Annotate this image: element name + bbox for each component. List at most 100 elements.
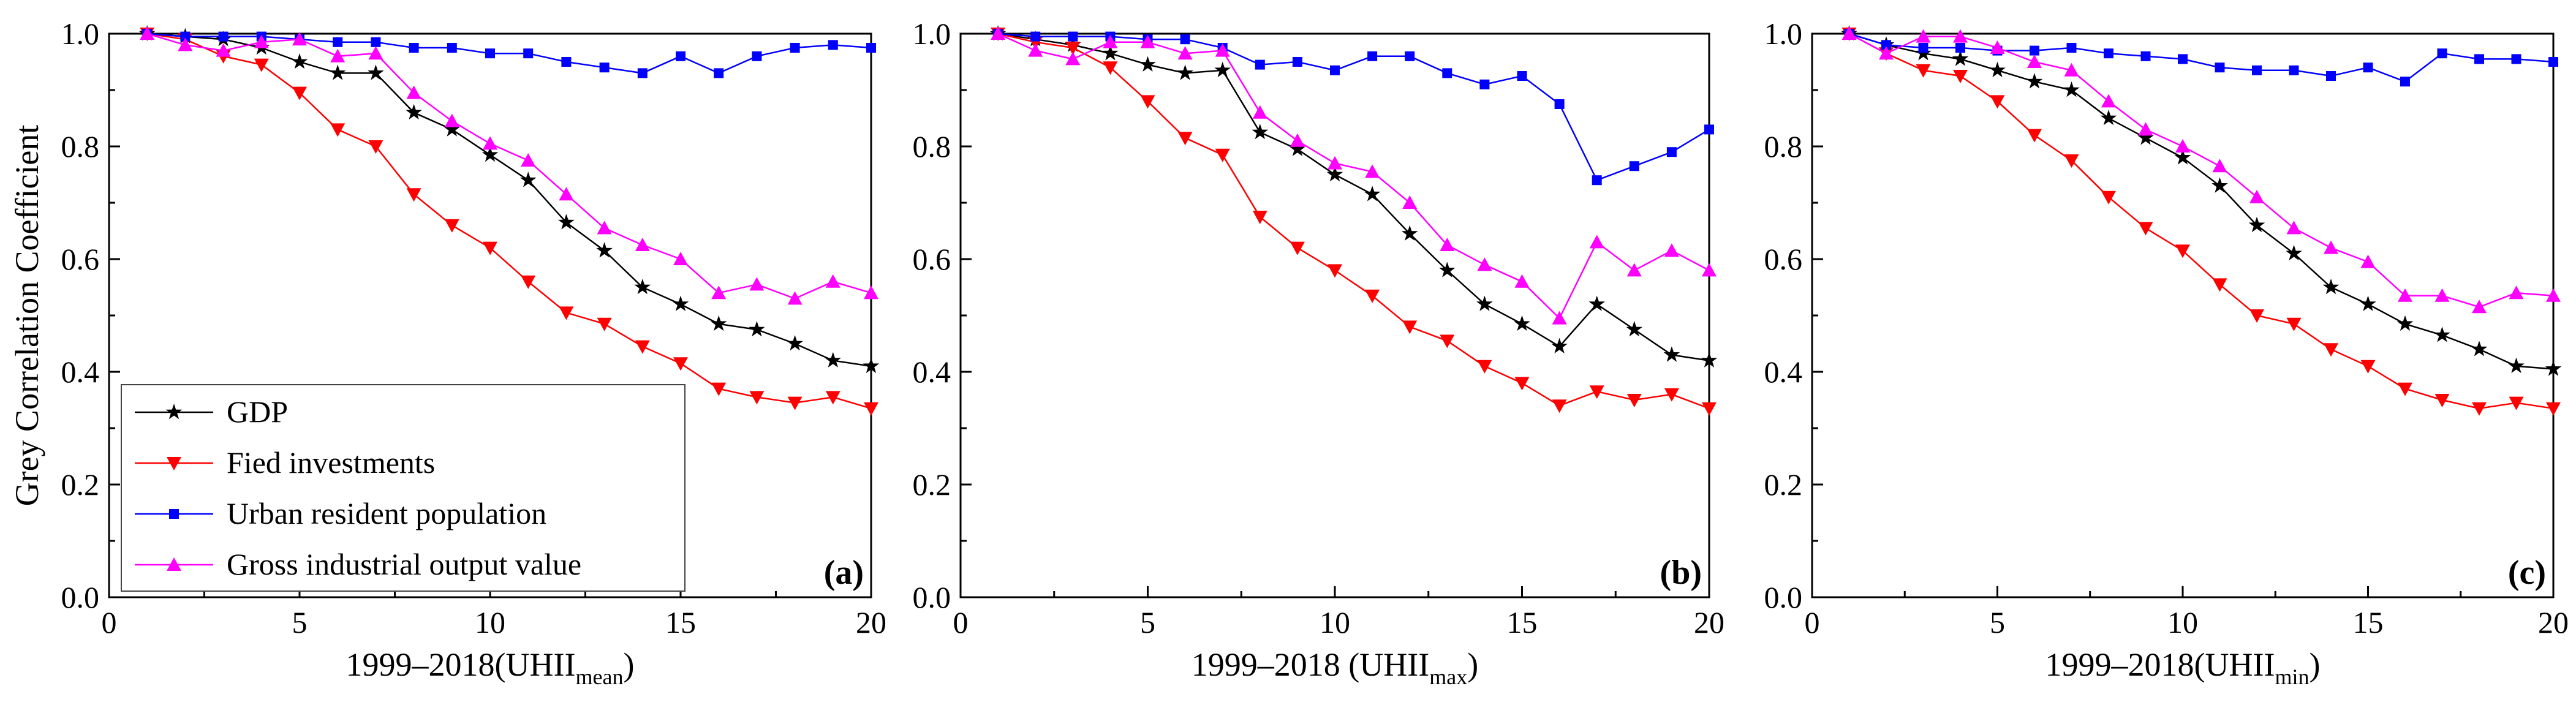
data-point — [1364, 186, 1381, 202]
data-point — [1588, 295, 1605, 311]
data-point — [2511, 54, 2521, 64]
data-point — [1953, 70, 1968, 83]
data-point — [1065, 42, 1081, 55]
data-point — [1028, 43, 1043, 57]
data-point — [1365, 289, 1380, 303]
data-point — [1702, 263, 1717, 277]
data-point — [2212, 159, 2227, 173]
x-tick-label: 15 — [665, 605, 696, 639]
series-line — [1849, 32, 2554, 370]
data-point — [2249, 309, 2264, 323]
data-point — [1990, 40, 2005, 54]
x-axis-title: 1999–2018 (UHIImax) — [1192, 646, 1478, 689]
data-point — [749, 391, 765, 405]
data-point — [2212, 278, 2227, 292]
y-tick-label: 0.8 — [913, 129, 951, 164]
data-point — [1990, 95, 2005, 109]
data-point — [409, 43, 419, 53]
data-point — [406, 188, 421, 202]
y-tick-label: 0.8 — [61, 129, 100, 164]
data-point — [444, 121, 461, 137]
data-point — [635, 340, 650, 354]
data-point — [634, 279, 651, 295]
data-point — [519, 172, 537, 187]
data-point — [1551, 338, 1568, 353]
data-point — [1290, 133, 1305, 147]
data-point — [2104, 48, 2113, 59]
data-point — [329, 64, 346, 80]
data-point — [1367, 51, 1378, 61]
y-tick-label: 0.2 — [1764, 467, 1803, 502]
y-tick-label: 0.8 — [1764, 129, 1803, 164]
data-point — [483, 136, 497, 150]
data-point — [2212, 177, 2228, 193]
data-point — [672, 295, 689, 311]
data-point — [2175, 139, 2190, 153]
x-tick-label: 20 — [2538, 605, 2569, 639]
data-point — [828, 40, 838, 50]
data-point — [2471, 341, 2488, 356]
x-tick-label: 0 — [1805, 605, 1820, 639]
series-line — [997, 32, 1710, 361]
data-point — [1139, 56, 1156, 72]
x-tick-label: 10 — [475, 605, 505, 639]
y-tick-label: 0.2 — [913, 467, 951, 502]
data-point — [711, 382, 727, 396]
series-line — [998, 32, 1710, 181]
data-point — [1292, 57, 1302, 67]
data-point — [790, 43, 800, 53]
data-point — [1215, 43, 1230, 57]
data-point — [2027, 55, 2042, 68]
y-tick-label: 0.4 — [913, 355, 951, 389]
data-point — [599, 62, 610, 73]
data-point — [2101, 94, 2116, 108]
data-point — [2360, 295, 2376, 311]
data-point — [368, 46, 383, 60]
legend-label: GDP — [227, 394, 288, 429]
data-point — [1252, 105, 1267, 119]
data-point — [2324, 240, 2338, 254]
legend-box — [121, 384, 686, 592]
data-point — [2472, 300, 2487, 314]
data-point — [864, 402, 878, 416]
data-point — [597, 317, 612, 331]
data-point — [292, 86, 307, 100]
data-point — [1664, 388, 1679, 402]
series-fied-investments — [1841, 28, 2561, 416]
data-point — [291, 53, 308, 69]
data-point — [1517, 71, 1527, 81]
data-point — [2252, 65, 2262, 75]
series-line — [147, 32, 872, 74]
data-point — [2474, 54, 2484, 64]
data-point — [1365, 164, 1380, 178]
y-tick-label: 0.6 — [1764, 242, 1803, 276]
y-tick-label: 1.0 — [1764, 17, 1803, 51]
data-point — [1701, 352, 1718, 368]
data-point — [2437, 48, 2447, 59]
data-point — [2363, 62, 2373, 73]
data-point — [787, 291, 803, 305]
data-point — [2545, 360, 2562, 376]
data-point — [825, 352, 842, 368]
y-tick-label: 0.6 — [61, 242, 100, 276]
legend-label: Gross industrial output value — [227, 547, 581, 581]
data-point — [180, 31, 191, 42]
data-point — [1879, 46, 1894, 60]
data-point — [2322, 279, 2340, 295]
data-point — [1177, 46, 1193, 60]
plot-frame — [959, 32, 1710, 598]
data-point — [2178, 54, 2188, 64]
data-point — [2026, 73, 2043, 89]
data-point — [1629, 161, 1639, 172]
data-point — [2400, 77, 2410, 87]
data-point — [1664, 243, 1679, 257]
data-point — [1402, 320, 1418, 334]
data-point — [558, 214, 575, 230]
series-fied-investments — [140, 28, 878, 416]
legend-label: Urban resident population — [227, 496, 546, 530]
y-tick-label: 0.4 — [1764, 355, 1803, 389]
data-point — [749, 321, 765, 337]
data-point — [2249, 189, 2264, 203]
data-point — [2138, 122, 2153, 136]
data-point — [2215, 62, 2225, 73]
